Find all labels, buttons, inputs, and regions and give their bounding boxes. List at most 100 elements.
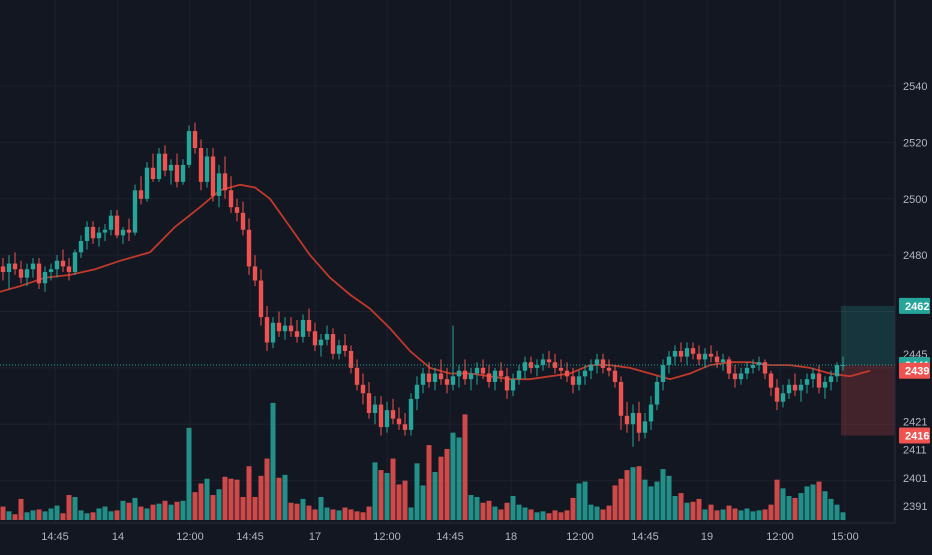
volume-bar [6,511,12,520]
volume-bar [114,510,120,520]
candle [396,407,402,430]
candle-body [108,215,114,230]
price-tick-label: 2401 [903,473,927,485]
volume-bar [312,509,318,520]
time-tick-label: 14:45 [631,531,659,543]
candle [810,367,816,388]
candle [306,308,312,337]
time-tick-label: 14:45 [436,531,464,543]
candle-body [630,412,636,425]
candle-body [486,373,492,382]
candle-body [720,359,726,363]
volume-bar [798,493,804,520]
candle-body [90,226,96,239]
candle-body [576,376,582,385]
candle-body [606,367,612,371]
candle-body [60,260,66,267]
volume-bar [300,498,306,520]
candle [270,317,276,349]
candle-body [30,263,36,270]
volume-bar [30,510,36,520]
candle-body [318,339,324,346]
time-axis[interactable]: 14:45 14 12:00 14:45 17 12:00 14:45 18 12:00 14:4… [0,0,896,543]
candle-body [366,393,372,413]
candle-body [36,263,42,284]
candle-body [96,232,102,239]
volume-bar [840,512,846,520]
volume-bar [48,508,54,520]
candle-body [774,387,780,402]
candle-body [666,356,672,366]
candle [120,226,126,244]
candle-body [468,373,474,380]
candle-body [792,384,798,391]
volume-bar [714,510,720,520]
volume-bar [306,505,312,520]
volume-bar [366,506,372,520]
candle-body [306,319,312,332]
candle [666,350,672,374]
candle-body [498,370,504,377]
candle-body [816,373,822,388]
volume-bar [534,512,540,520]
volume-bar [318,496,324,520]
volume-bar [456,437,462,520]
candle-body [372,404,378,413]
candle [372,396,378,425]
candle [414,376,420,411]
volume-bar [720,509,726,520]
volume-bar [24,512,30,520]
candle [252,255,258,287]
volume-bar [384,472,390,520]
candle-body [138,190,144,199]
candle [648,396,654,430]
candle-body [534,365,540,368]
volume-bar [804,486,810,520]
candle-body [696,353,702,360]
candle [6,255,12,289]
volume-bar [816,481,822,520]
candle [12,252,18,275]
volume-bar [162,500,168,520]
volume-bar [492,506,498,520]
volume-bar [198,483,204,520]
candle [738,367,744,385]
candle-body [0,266,6,273]
price-tags: 2462244124392416 [899,297,930,444]
candle [114,210,120,239]
candle [54,255,60,278]
volume-bar [588,504,594,520]
candle-body [348,350,354,368]
volume-bar [738,510,744,520]
volume-bar [264,458,270,520]
volume-bar [786,496,792,520]
candles [0,122,846,447]
candle-body [84,226,90,242]
volume-bar [348,509,354,520]
candle-body [216,173,222,196]
price-tick-label: 2391 [903,501,927,513]
candle [684,342,690,366]
volume-bar [288,502,294,520]
volume-bar [228,478,234,520]
volume-bar [630,467,636,520]
volume-bar [564,510,570,520]
candle [336,339,342,360]
volume-bar [546,513,552,520]
volume-bar [678,493,684,520]
volume-bar [276,477,282,520]
candle [312,322,318,351]
candle-body [654,381,660,405]
candle [474,362,480,385]
volume-bar [96,508,102,520]
candle-body [228,190,234,208]
candle [24,263,30,287]
candle [780,384,786,408]
candle [294,319,300,343]
volume-bar [258,475,264,520]
candle [324,325,330,346]
candle-body [762,362,768,374]
